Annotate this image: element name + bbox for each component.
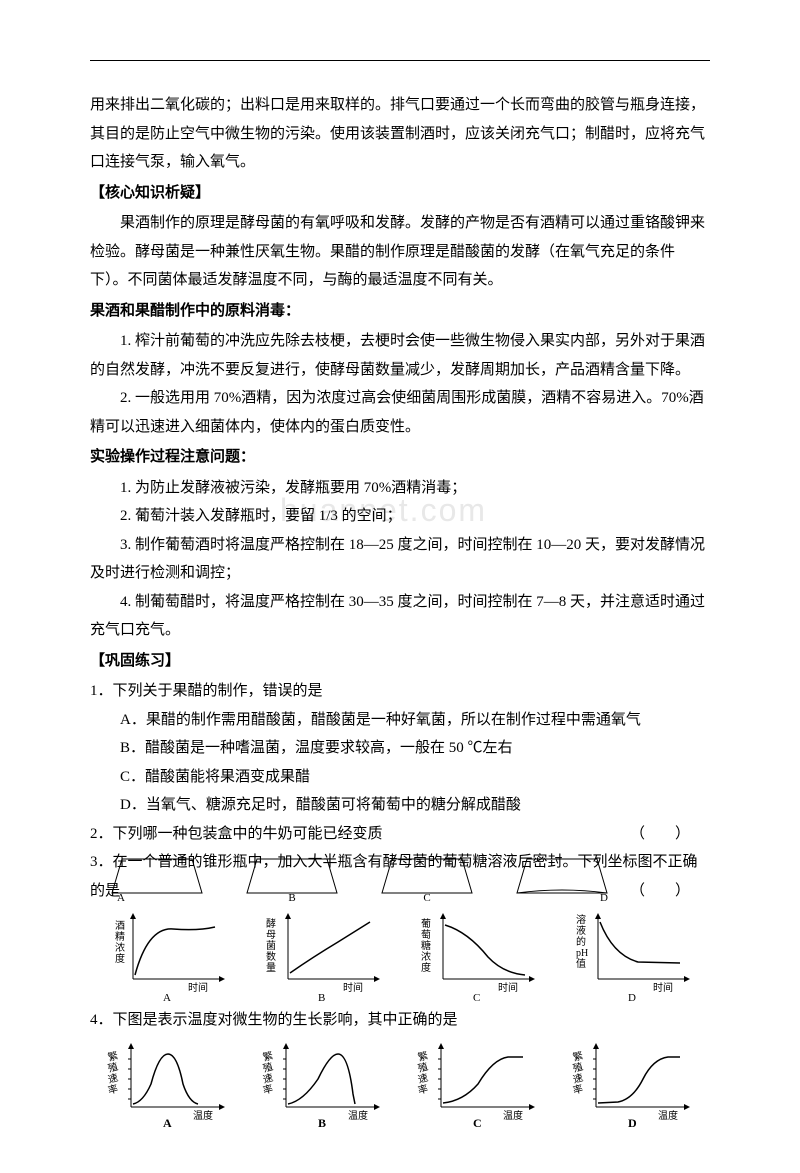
chart-icon: 酒 精 浓 度 时间 A [103, 907, 233, 1002]
xlabel: 温度 [503, 1109, 523, 1122]
q3-chart-C: 葡 萄 糖 浓 度 时间 C [413, 907, 543, 1002]
xlabel: 时间 [498, 981, 518, 994]
q2-shape-B: B [232, 851, 352, 901]
letter: B [318, 1116, 326, 1129]
svg-text:繁: 繁 [571, 1048, 584, 1063]
q2-paren: （ ） [630, 820, 690, 849]
q2-stem: 2．下列哪一种包装盒中的牛奶可能已经变质 （ ） [90, 820, 710, 849]
q1-stem: 1．下列关于果醋的制作，错误的是 [90, 677, 710, 706]
xlabel: 温度 [658, 1109, 678, 1122]
chart-icon: 繁 殖 速 率 温度 D [568, 1039, 698, 1129]
core-header: 【核心知识析疑】 [90, 179, 710, 208]
svg-text:葡: 葡 [421, 917, 431, 930]
ops-p3: 3. 制作葡萄酒时将温度严格控制在 18—25 度之间，时间控制在 10—20 … [90, 531, 710, 588]
q3-chart-D: 溶 液 的 pH 值 时间 D [568, 907, 698, 1002]
q3-chart-A: 酒 精 浓 度 时间 A [103, 907, 233, 1002]
svg-text:值: 值 [576, 957, 586, 970]
practice-header: 【巩固练习】 [90, 647, 710, 676]
svg-text:糖: 糖 [421, 939, 431, 952]
chart-icon: 繁 殖 速 率 温度 A [103, 1039, 233, 1129]
q2-shape-D: D [502, 851, 622, 901]
xlabel: 温度 [193, 1109, 213, 1122]
trapezoid-icon: A [97, 851, 217, 901]
q1-D: D．当氧气、糖源充足时，醋酸菌可将葡萄中的糖分解成醋酸 [90, 791, 710, 820]
ylabel: 酒 [115, 920, 125, 932]
q4-chart-B: 繁 殖 速 率 温度 B [258, 1039, 388, 1129]
letter: A [163, 992, 171, 1002]
svg-text:繁: 繁 [106, 1048, 119, 1063]
chart-icon: 酵 母 菌 数 量 时间 B [258, 907, 388, 1002]
svg-text:的: 的 [576, 935, 586, 948]
svg-text:量: 量 [266, 962, 276, 974]
q1-C: C．醋酸菌能将果酒变成果醋 [90, 763, 710, 792]
q2-shape-C: C [367, 851, 487, 901]
trapezoid-icon: B [232, 851, 352, 901]
q4-chart-D: 繁 殖 速 率 温度 D [568, 1039, 698, 1129]
letter: C [473, 992, 480, 1002]
svg-text:度: 度 [421, 961, 431, 974]
svg-text:繁: 繁 [261, 1048, 274, 1063]
q4-charts-row: 繁 殖 速 率 温度 A 繁 殖 速 率 温度 B [90, 1039, 710, 1129]
xlabel: 时间 [188, 981, 208, 994]
svg-text:数: 数 [266, 950, 276, 963]
q2-shape-A: A [97, 851, 217, 901]
ops-p1: 1. 为防止发酵液被污染，发酵瓶要用 70%酒精消毒； [90, 474, 710, 503]
svg-text:萄: 萄 [421, 928, 431, 941]
q4-chart-A: 繁 殖 速 率 温度 A [103, 1039, 233, 1129]
svg-text:pH: pH [576, 948, 588, 959]
ops-p4: 4. 制葡萄醋时，将温度严格控制在 30—35 度之间，时间控制在 7—8 天，… [90, 588, 710, 645]
q1-A: A．果醋的制作需用醋酸菌，醋酸菌是一种好氧菌，所以在制作过程中需通氧气 [90, 706, 710, 735]
svg-text:度: 度 [115, 952, 125, 965]
ops-p2: 2. 葡萄汁装入发酵瓶时，要留 1/3 的空间； [90, 502, 710, 531]
letter: C [473, 1116, 482, 1129]
q2-label-C: C [424, 892, 431, 901]
svg-text:繁: 繁 [416, 1048, 429, 1063]
q3-chart-B: 酵 母 菌 数 量 时间 B [258, 907, 388, 1002]
svg-text:酵: 酵 [266, 918, 276, 930]
svg-text:菌: 菌 [266, 940, 276, 952]
svg-text:溶: 溶 [576, 913, 586, 926]
svg-text:液: 液 [576, 924, 586, 937]
ops-header: 实验操作过程注意问题： [90, 443, 710, 472]
core-p1: 果酒制作的原理是酵母菌的有氧呼吸和发酵。发酵的产物是否有酒精可以通过重铬酸钾来检… [90, 209, 710, 295]
disinfect-header: 果酒和果醋制作中的原料消毒： [90, 297, 710, 326]
q4-stem: 4．下图是表示温度对微生物的生长影响，其中正确的是 [90, 1006, 710, 1035]
q1-B: B．醋酸菌是一种嗜温菌，温度要求较高，一般在 50 ℃左右 [90, 734, 710, 763]
q3-paren: （ ） [630, 877, 690, 906]
top-rule [90, 60, 710, 61]
svg-text:浓: 浓 [421, 951, 431, 963]
q2-label-D: D [600, 892, 608, 901]
letter: D [628, 1116, 637, 1129]
chart-icon: 溶 液 的 pH 值 时间 D [568, 907, 698, 1002]
svg-text:精: 精 [115, 930, 125, 943]
q2-label-A: A [117, 892, 125, 901]
chart-icon: 繁 殖 速 率 温度 C [413, 1039, 543, 1129]
xlabel: 时间 [343, 981, 363, 994]
disinfect-p2: 2. 一般选用用 70%酒精，因为浓度过高会使细菌周围形成菌膜，酒精不容易进入。… [90, 384, 710, 441]
letter: D [628, 992, 636, 1002]
q4-chart-C: 繁 殖 速 率 温度 C [413, 1039, 543, 1129]
letter: A [163, 1116, 172, 1129]
intro-p1: 用来排出二氧化碳的；出料口是用来取样的。排气口要通过一个长而弯曲的胶管与瓶身连接… [90, 91, 710, 177]
letter: B [318, 992, 325, 1002]
q2-label-B: B [289, 892, 296, 901]
svg-text:浓: 浓 [115, 942, 125, 954]
q2-stem-text: 2．下列哪一种包装盒中的牛奶可能已经变质 [90, 826, 383, 842]
chart-icon: 繁 殖 速 率 温度 B [258, 1039, 388, 1129]
trapezoid-icon: C [367, 851, 487, 901]
xlabel: 时间 [653, 981, 673, 994]
svg-text:母: 母 [266, 929, 276, 941]
chart-icon: 葡 萄 糖 浓 度 时间 C [413, 907, 543, 1002]
trapezoid-icon: D [502, 851, 622, 901]
xlabel: 温度 [348, 1109, 368, 1122]
disinfect-p1: 1. 榨汁前葡萄的冲洗应先除去枝梗，去梗时会使一些微生物侵入果实内部，另外对于果… [90, 327, 710, 384]
q3-charts-row: 酒 精 浓 度 时间 A 酵 母 菌 数 量 时间 B [90, 907, 710, 1002]
